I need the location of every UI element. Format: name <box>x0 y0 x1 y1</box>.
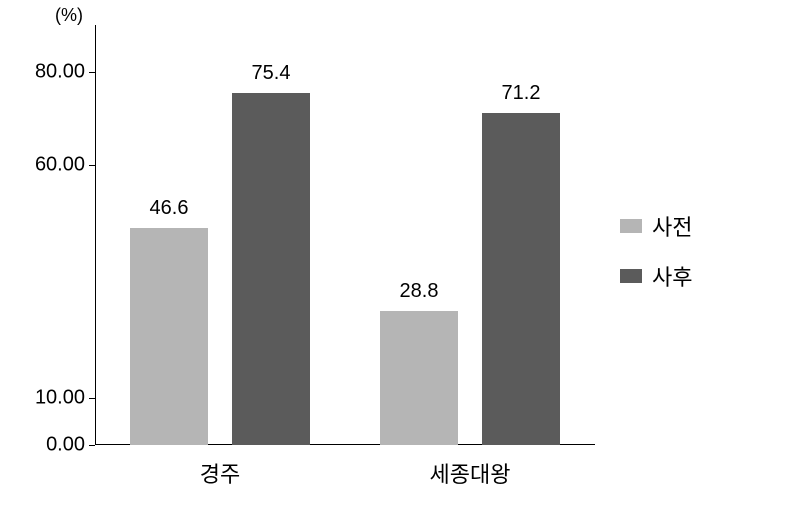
bar-value-label: 46.6 <box>150 197 189 220</box>
plot-area: 0.0010.0060.0080.00경주46.675.4세종대왕28.871.… <box>95 25 595 445</box>
bar: 75.4 <box>232 93 310 445</box>
bar: 28.8 <box>380 311 458 445</box>
legend-label: 사후 <box>652 260 692 292</box>
bar-chart: (%) 0.00 10.00 60.00 80.00 경주 46.6 75.4 세종대왕 28.… <box>0 0 796 509</box>
y-axis-unit-label: (%) <box>55 5 83 26</box>
y-tick-label: 10.00 <box>35 387 85 410</box>
legend-swatch <box>620 219 642 233</box>
bar: 46.6 <box>130 228 208 445</box>
y-tick-mark <box>89 72 95 73</box>
y-tick-label: 80.00 <box>35 60 85 83</box>
legend-item: 사후 <box>620 260 692 292</box>
bar: 71.2 <box>482 113 560 445</box>
y-tick-mark <box>89 165 95 166</box>
y-tick-label: 60.00 <box>35 154 85 177</box>
y-tick-mark <box>89 445 95 446</box>
legend-label: 사전 <box>652 210 692 242</box>
y-axis-line <box>95 25 96 445</box>
bar-value-label: 71.2 <box>502 82 541 105</box>
legend-swatch <box>620 269 642 283</box>
y-tick-label: 0.00 <box>46 434 85 457</box>
legend: 사전사후 <box>620 210 692 310</box>
x-category-label: 세종대왕 <box>430 457 511 489</box>
y-tick-mark <box>89 398 95 399</box>
bar-value-label: 75.4 <box>252 62 291 85</box>
legend-item: 사전 <box>620 210 692 242</box>
bar-value-label: 28.8 <box>400 280 439 303</box>
x-category-label: 경주 <box>200 457 240 489</box>
